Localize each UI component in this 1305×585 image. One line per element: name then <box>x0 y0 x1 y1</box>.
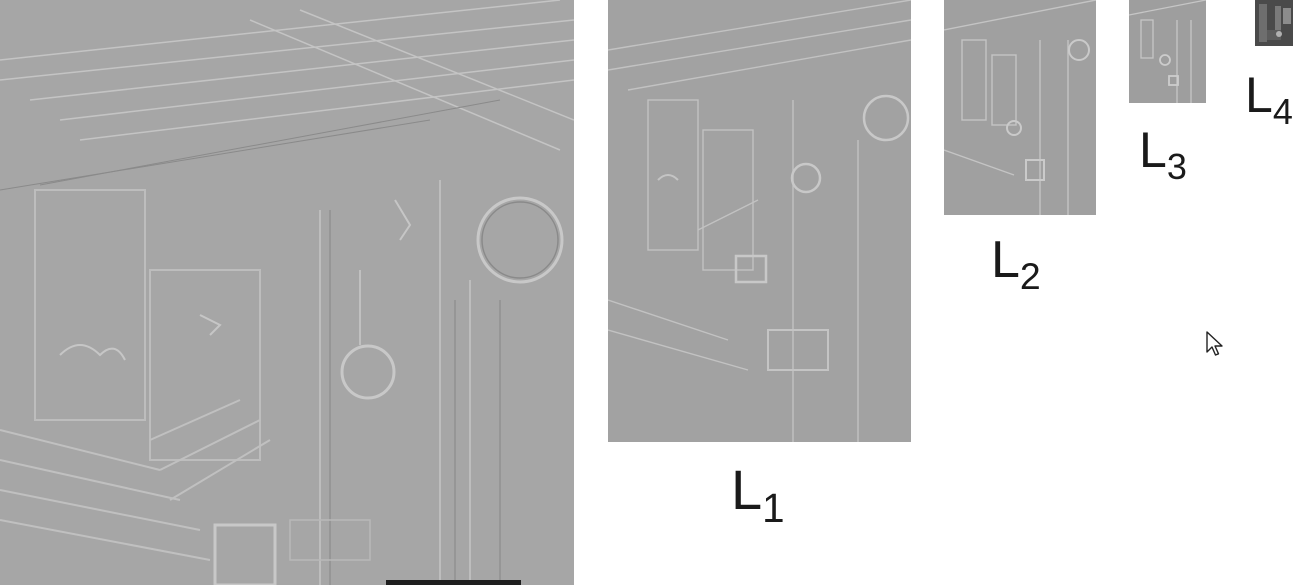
level-4-label: L4 <box>1245 67 1293 129</box>
level-4-letter: L <box>1245 67 1273 123</box>
level-4-subscript: 4 <box>1272 90 1293 132</box>
pyramid-level-2-image <box>944 0 1096 215</box>
level-3-letter: L <box>1139 122 1167 178</box>
level-3-label: L3 <box>1139 122 1187 184</box>
level-1-subscript: 1 <box>762 485 785 532</box>
mouse-pointer-icon <box>1206 331 1224 359</box>
level-2-label: L2 <box>991 231 1041 295</box>
pyramid-level-1-image <box>608 0 911 442</box>
level-2-letter: L <box>991 231 1020 289</box>
pyramid-level-3-image <box>1129 0 1206 103</box>
pyramid-level-4-image <box>1255 0 1293 46</box>
pyramid-level-0-image <box>0 0 574 585</box>
level-2-subscript: 2 <box>1019 255 1041 298</box>
level-3-subscript: 3 <box>1166 145 1187 187</box>
level-1-label: L1 <box>731 462 785 529</box>
level-1-letter: L <box>731 458 763 521</box>
